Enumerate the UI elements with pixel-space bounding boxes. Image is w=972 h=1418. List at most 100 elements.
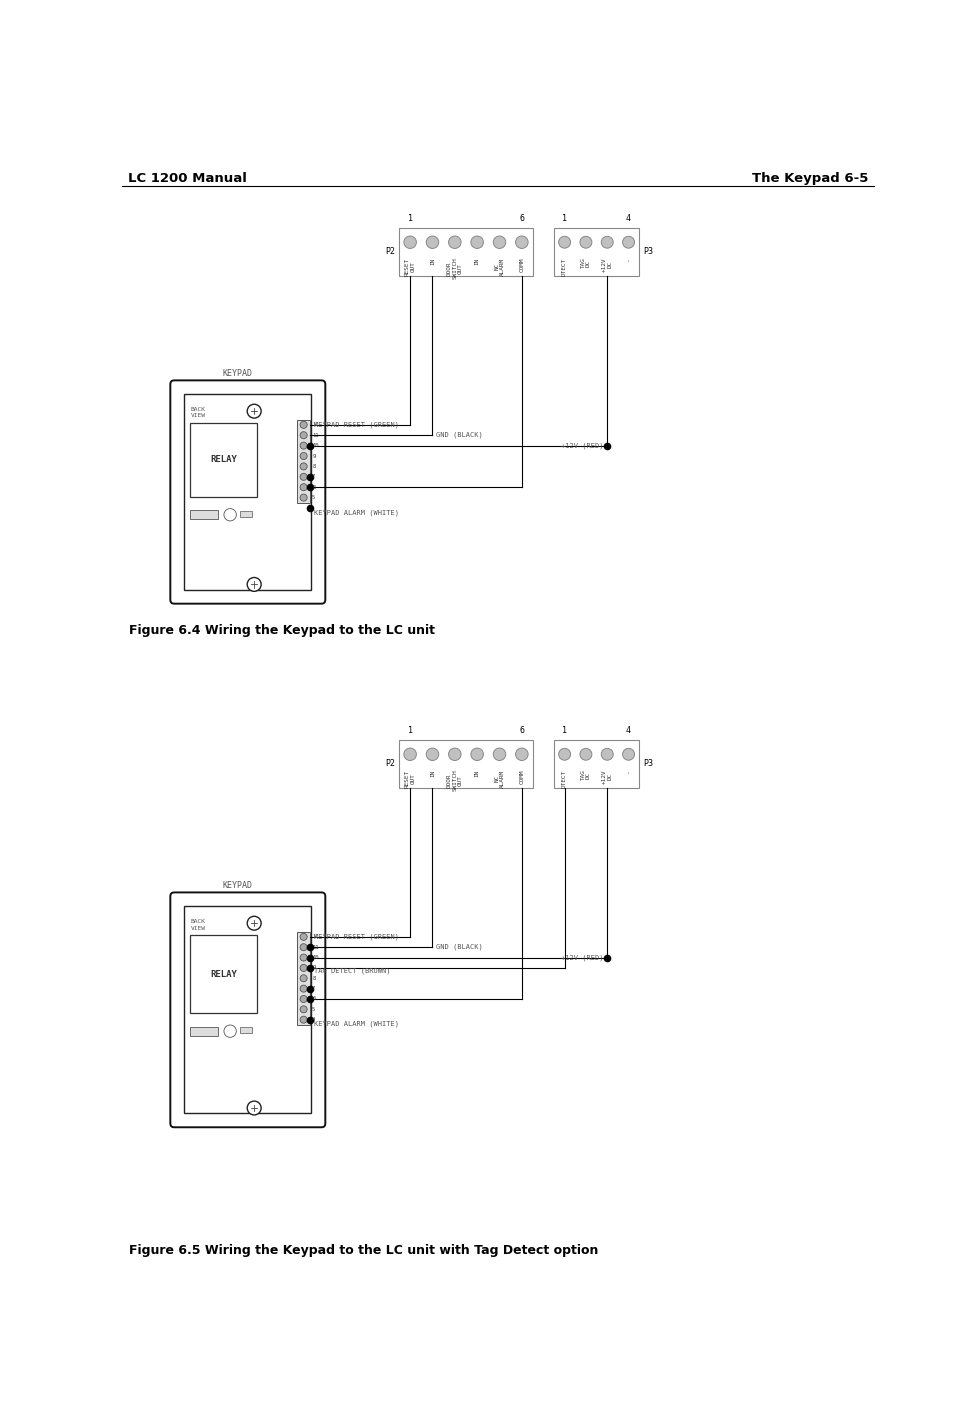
Circle shape: [300, 944, 307, 950]
Circle shape: [623, 237, 635, 248]
Text: COMM: COMM: [519, 258, 524, 272]
Text: 9: 9: [312, 454, 315, 458]
Text: 11: 11: [312, 432, 319, 438]
Circle shape: [300, 1005, 307, 1012]
Text: 5: 5: [312, 1007, 315, 1012]
Bar: [191, 510, 219, 519]
Circle shape: [426, 235, 438, 248]
Text: 5: 5: [312, 495, 315, 501]
Text: 4: 4: [626, 214, 631, 223]
Text: BACK: BACK: [191, 407, 205, 413]
Circle shape: [300, 995, 307, 1003]
Bar: [297, 420, 310, 503]
Text: 1: 1: [407, 726, 413, 735]
Circle shape: [448, 749, 461, 760]
Text: 10: 10: [312, 956, 319, 960]
Circle shape: [559, 237, 571, 248]
Circle shape: [404, 235, 416, 248]
Circle shape: [515, 749, 528, 760]
Text: 9: 9: [312, 966, 315, 970]
Circle shape: [300, 933, 307, 940]
Text: P3: P3: [643, 759, 653, 769]
Bar: [399, 228, 533, 275]
Circle shape: [602, 749, 613, 760]
Bar: [240, 1027, 252, 1034]
Circle shape: [247, 577, 261, 591]
Circle shape: [224, 509, 236, 520]
Text: TAG
DC: TAG DC: [580, 770, 591, 780]
Text: +12V
DC: +12V DC: [602, 258, 612, 272]
Text: TAG DETECT (BROWN): TAG DETECT (BROWN): [314, 967, 390, 974]
Text: LC 1200 Manual: LC 1200 Manual: [127, 173, 247, 186]
Text: RESET
OUT: RESET OUT: [405, 770, 415, 787]
Text: 4: 4: [626, 726, 631, 735]
Text: KEYPAD: KEYPAD: [223, 881, 253, 891]
Text: KEYPAD: KEYPAD: [223, 369, 253, 379]
Circle shape: [300, 484, 307, 491]
Text: +12V (RED): +12V (RED): [561, 442, 604, 450]
Text: +12V
DC: +12V DC: [602, 770, 612, 784]
Circle shape: [300, 474, 307, 481]
Text: RELAY: RELAY: [210, 970, 237, 978]
Circle shape: [559, 749, 571, 760]
Circle shape: [493, 749, 505, 760]
Text: KEYPAD ALARM (WHITE): KEYPAD ALARM (WHITE): [314, 1021, 399, 1028]
Circle shape: [300, 1017, 307, 1024]
Text: GND (BLACK): GND (BLACK): [436, 944, 483, 950]
Circle shape: [300, 493, 307, 501]
Text: 1: 1: [562, 214, 567, 223]
Text: 1: 1: [562, 726, 567, 735]
Text: IN: IN: [474, 258, 479, 265]
Bar: [185, 906, 311, 1113]
Circle shape: [300, 462, 307, 469]
FancyBboxPatch shape: [170, 380, 326, 604]
Text: P2: P2: [385, 759, 395, 769]
Circle shape: [580, 237, 592, 248]
Text: 10: 10: [312, 444, 319, 448]
Circle shape: [602, 237, 613, 248]
Text: P2: P2: [385, 247, 395, 257]
Text: 7: 7: [312, 474, 315, 479]
Text: 6: 6: [519, 214, 524, 223]
Circle shape: [300, 986, 307, 993]
Text: 11: 11: [312, 944, 319, 950]
Text: P3: P3: [643, 247, 653, 257]
Text: 1: 1: [407, 214, 413, 223]
Text: IN: IN: [474, 770, 479, 777]
Text: NC
ALARM: NC ALARM: [495, 258, 504, 275]
Circle shape: [300, 452, 307, 459]
Circle shape: [247, 1102, 261, 1115]
Bar: [240, 510, 252, 518]
Circle shape: [623, 749, 635, 760]
Circle shape: [470, 749, 483, 760]
Circle shape: [493, 235, 505, 248]
Bar: [554, 740, 640, 788]
Circle shape: [300, 421, 307, 428]
Text: TAG
DC: TAG DC: [580, 258, 591, 268]
Text: Figure 6.5 Wiring the Keypad to the LC unit with Tag Detect option: Figure 6.5 Wiring the Keypad to the LC u…: [129, 1245, 599, 1258]
Circle shape: [426, 749, 438, 760]
Text: 6: 6: [312, 997, 315, 1001]
Circle shape: [224, 1025, 236, 1038]
Text: 4: 4: [312, 1017, 315, 1022]
Text: +12V (RED): +12V (RED): [561, 954, 604, 961]
Bar: [185, 394, 311, 590]
Circle shape: [247, 404, 261, 418]
Text: 12: 12: [312, 423, 319, 427]
Text: COMM: COMM: [519, 770, 524, 784]
Circle shape: [247, 916, 261, 930]
Text: DTECT: DTECT: [562, 770, 567, 787]
Bar: [297, 932, 310, 1025]
Text: DTECT: DTECT: [562, 258, 567, 275]
Text: 8: 8: [312, 976, 315, 981]
Text: -: -: [626, 258, 631, 261]
Bar: [191, 423, 257, 498]
Circle shape: [300, 964, 307, 971]
Circle shape: [448, 235, 461, 248]
Text: The Keypad 6-5: The Keypad 6-5: [752, 173, 869, 186]
Circle shape: [300, 442, 307, 450]
Circle shape: [470, 235, 483, 248]
Text: 6: 6: [312, 485, 315, 489]
Bar: [399, 740, 533, 788]
Text: KEYPAD RESET (GREEN): KEYPAD RESET (GREEN): [314, 421, 399, 428]
